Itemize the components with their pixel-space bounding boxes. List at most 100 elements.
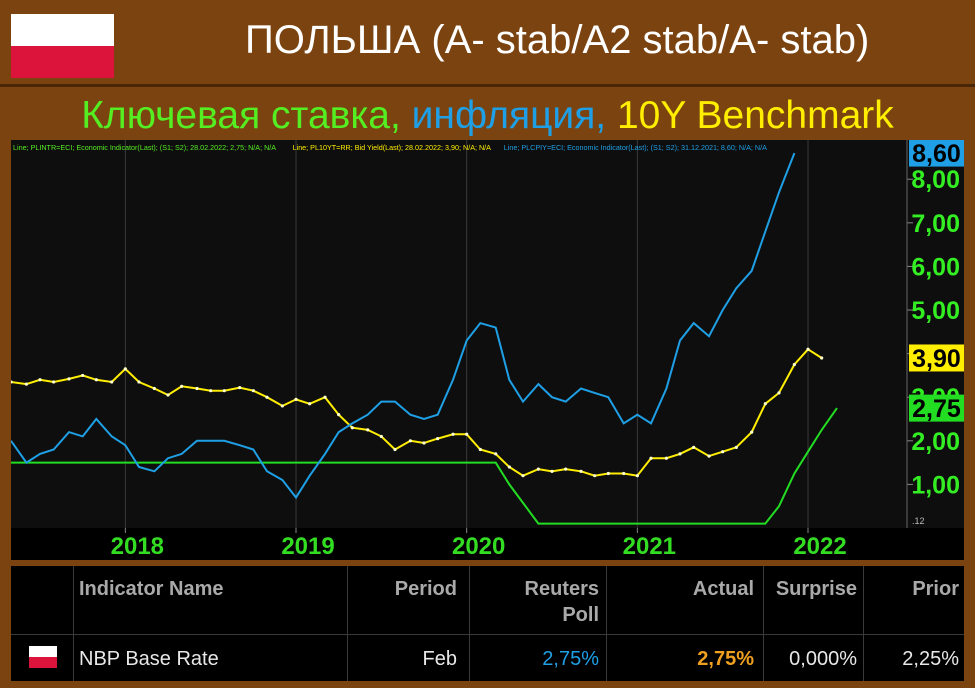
series-point: [777, 391, 781, 395]
divider: [469, 566, 470, 681]
last-value-badge: [909, 139, 964, 167]
series-point: [110, 380, 114, 384]
series-point: [38, 378, 42, 382]
series-point: [137, 380, 141, 384]
legend-entry: Line; PLINTR=ECI; Economic Indicator(Las…: [13, 143, 276, 152]
series-point: [806, 347, 810, 351]
series-point: [94, 378, 98, 382]
legend-entry: Line; PLCPIY=ECI; Economic Indicator(Las…: [504, 143, 767, 152]
series-point: [734, 445, 738, 449]
series-point: [222, 389, 226, 393]
series-point: [152, 386, 156, 391]
series-point: [350, 426, 354, 430]
x-tick-label: 2022: [793, 533, 846, 560]
chart-svg: 201820192020202120221,002,003,004,005,00…: [9, 139, 964, 560]
series-point: [337, 413, 341, 417]
series-line-plintr-eci: [11, 407, 838, 525]
series-point: [166, 393, 170, 397]
series-point: [180, 384, 184, 388]
series-point: [379, 434, 383, 439]
x-axis-band: [11, 528, 964, 560]
series-point: [323, 395, 327, 399]
y-tick-label: 6,00: [911, 253, 960, 281]
header-reuters-line2: Poll: [562, 604, 599, 626]
page-title: ПОЛЬША (A- stab/A2 stab/A- stab): [245, 18, 870, 62]
series-point: [24, 382, 28, 386]
series-point: [792, 362, 796, 367]
row-reuters-poll: 2,75%: [542, 648, 599, 670]
x-tick-label: 2021: [623, 533, 676, 560]
row-period: Feb: [422, 648, 457, 670]
series-point: [294, 397, 298, 401]
row-surprise: 0,000%: [789, 648, 857, 670]
series-point: [622, 471, 626, 476]
last-value-label: 8,60: [912, 140, 961, 168]
y-tick-label: 1,00: [911, 471, 960, 499]
header: ПОЛЬША (A- stab/A2 stab/A- stab): [0, 0, 975, 84]
y-tick-label: 7,00: [911, 210, 960, 238]
series-line-plcpiy-eci: [10, 152, 796, 500]
divider: [763, 566, 764, 681]
series-point: [52, 380, 56, 384]
series-point: [238, 386, 242, 390]
series-point: [308, 402, 312, 406]
chart-subtitle: Ключевая ставка, инфляция, 10Y Benchmark: [0, 94, 975, 138]
header-prior: Prior: [912, 578, 959, 600]
subtitle-benchmark: 10Y Benchmark: [616, 94, 894, 137]
y-axis-corner-label: .12: [912, 516, 925, 526]
series-point: [763, 402, 767, 406]
series-point: [606, 471, 610, 476]
divider: [0, 84, 975, 87]
divider: [11, 634, 964, 635]
last-value-badge: [909, 344, 964, 372]
series-point: [820, 356, 824, 360]
x-tick-label: 2020: [452, 533, 505, 560]
row-indicator: NBP Base Rate: [79, 648, 219, 670]
y-tick-label: 5,00: [911, 297, 960, 325]
last-value-badge: [909, 394, 964, 422]
series-point: [664, 456, 668, 460]
series-point: [123, 367, 127, 371]
header-period: Period: [394, 578, 457, 600]
plot-background: [11, 140, 964, 528]
series-point: [9, 380, 13, 384]
series-point: [265, 395, 269, 399]
indicator-table: Indicator Name Period Reuters Poll Actua…: [11, 566, 964, 681]
series-point: [251, 389, 255, 393]
series-point: [649, 456, 653, 460]
divider: [606, 566, 607, 681]
series-point: [521, 474, 525, 478]
series-point: [366, 428, 370, 432]
series-point: [579, 469, 583, 473]
series-point: [280, 404, 284, 408]
series-point: [721, 450, 725, 454]
series-point: [678, 452, 682, 456]
series-point: [707, 454, 711, 458]
series-point: [494, 452, 498, 456]
y-tick-label: 2,00: [911, 428, 960, 456]
header-actual: Actual: [692, 578, 754, 600]
subtitle-inflation: инфляция,: [411, 94, 617, 137]
legend-entry: Line; PL10YT=RR; Bid Yield(Last); 28.02.…: [293, 143, 492, 152]
header-reuters-line1: Reuters: [524, 578, 599, 600]
x-tick-label: 2019: [281, 533, 334, 560]
last-value-label: 3,90: [912, 345, 961, 373]
series-line-pl10yt-rr: [10, 348, 823, 477]
series-point: [564, 467, 568, 471]
last-value-label: 2,75: [912, 395, 961, 423]
series-point: [195, 386, 199, 391]
series-point: [465, 432, 469, 436]
divider: [73, 566, 74, 681]
poland-flag-icon: [11, 14, 114, 78]
x-tick-label: 2018: [111, 533, 164, 560]
series-point: [422, 441, 426, 445]
series-point: [635, 474, 639, 478]
series-point: [451, 432, 455, 436]
series-point: [209, 389, 213, 393]
row-actual: 2,75%: [697, 648, 754, 670]
poland-flag-icon: [29, 646, 57, 668]
subtitle-key-rate: Ключевая ставка,: [81, 94, 412, 137]
series-point: [550, 469, 554, 473]
header-surprise: Surprise: [775, 578, 857, 600]
series-point: [393, 447, 397, 452]
